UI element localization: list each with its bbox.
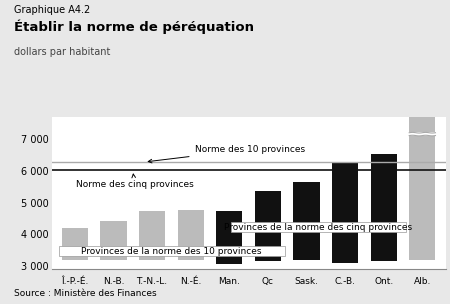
Text: Source : Ministère des Finances: Source : Ministère des Finances <box>14 289 156 298</box>
Text: Provinces de la norme des cinq provinces: Provinces de la norme des cinq provinces <box>225 223 413 232</box>
Text: Norme des 10 provinces: Norme des 10 provinces <box>148 145 305 163</box>
Bar <box>178 209 204 260</box>
Bar <box>409 117 436 260</box>
Bar <box>255 191 281 261</box>
Bar <box>409 132 436 136</box>
Bar <box>139 211 165 260</box>
Bar <box>62 228 88 260</box>
Bar <box>100 221 126 260</box>
Text: dollars par habitant: dollars par habitant <box>14 47 110 57</box>
Text: Provinces de la norme des 10 provinces: Provinces de la norme des 10 provinces <box>81 247 262 256</box>
Text: Graphique A4.2: Graphique A4.2 <box>14 5 90 15</box>
Bar <box>371 154 397 261</box>
Bar <box>58 246 284 256</box>
Text: Établir la norme de péréquation: Établir la norme de péréquation <box>14 20 253 34</box>
Bar <box>293 182 320 260</box>
Bar <box>216 211 243 264</box>
Bar <box>332 162 358 263</box>
Text: Norme des cinq provinces: Norme des cinq provinces <box>76 174 194 189</box>
Bar <box>231 223 406 232</box>
